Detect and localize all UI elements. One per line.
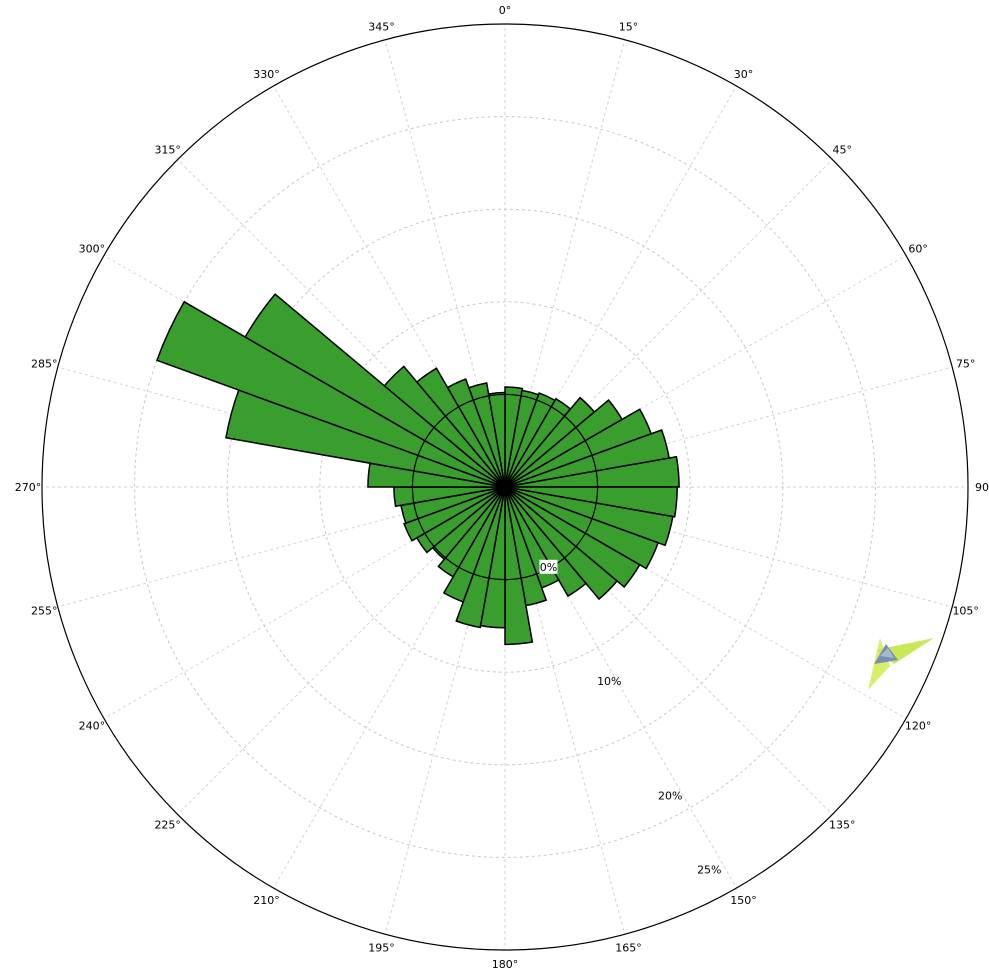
grid-spoke — [504, 486, 907, 719]
direction-label: 210° — [253, 894, 280, 907]
ring-label: 10% — [597, 675, 621, 688]
grid-ring — [134, 116, 876, 858]
grid-spoke — [273, 486, 506, 889]
grid-spoke — [504, 486, 626, 935]
direction-label: 120° — [905, 720, 932, 733]
ring-label: 0% — [540, 561, 557, 574]
direction-label: 60° — [908, 243, 928, 256]
direction-label: 300° — [79, 243, 106, 256]
polar-grid — [42, 24, 968, 950]
direction-label: 150° — [730, 894, 757, 907]
grid-spoke — [273, 85, 506, 488]
direction-label: 315° — [154, 144, 181, 157]
direction-label: 195° — [368, 942, 395, 955]
ring-labels: 0% 10% 20% 25% — [539, 559, 722, 876]
direction-label: 225° — [154, 818, 181, 831]
grid-spoke — [384, 39, 506, 488]
direction-label: 255° — [31, 605, 58, 618]
rose-petals — [155, 293, 680, 646]
grid-spoke — [57, 366, 506, 488]
rose-petal — [403, 486, 506, 542]
rose-petal — [446, 378, 506, 488]
rose-petal — [415, 367, 506, 488]
grid-spoke — [504, 486, 737, 889]
chart-frame-circle — [41, 23, 969, 951]
grid-spoke — [103, 255, 506, 488]
direction-label: 135° — [829, 818, 856, 831]
grid-spoke — [504, 85, 737, 488]
grid-spoke — [384, 486, 506, 935]
grid-spoke — [504, 159, 833, 488]
rose-petal — [504, 486, 641, 589]
rose-petal — [442, 486, 506, 603]
direction-label: 330° — [253, 68, 280, 81]
direction-label: 240° — [79, 720, 106, 733]
ring-label: 20% — [658, 790, 682, 803]
rose-petal — [155, 300, 506, 488]
rose-petal — [244, 293, 506, 488]
direction-label: 0° — [499, 4, 512, 17]
direction-label: 105° — [952, 605, 979, 618]
grid-ring — [319, 301, 691, 673]
ring-label: 25% — [697, 863, 721, 876]
grid-spoke — [504, 486, 833, 815]
arrow-logo — [868, 638, 934, 690]
direction-label: 75° — [956, 358, 976, 371]
grid-spoke — [504, 39, 626, 488]
grid-spoke — [504, 486, 953, 608]
direction-label: 30° — [734, 68, 754, 81]
direction-label: 345° — [368, 20, 395, 33]
grid-spoke — [177, 486, 506, 815]
inner-reference-ring — [411, 393, 599, 581]
grid-spoke — [177, 159, 506, 488]
direction-label: 180° — [492, 958, 519, 971]
rose-petal — [504, 486, 619, 601]
direction-label: 270° — [15, 481, 42, 494]
direction-label: 90 — [975, 481, 989, 494]
rose-petal — [437, 486, 506, 578]
grid-spoke — [103, 486, 506, 719]
direction-label: 45° — [833, 144, 853, 157]
rose-petal — [467, 382, 506, 488]
rose-petal — [487, 391, 506, 488]
ring-label-background — [539, 559, 558, 574]
direction-label: 15° — [619, 20, 639, 33]
direction-labels: 0° 15° 30° 45° 60° 75° 90 105° 120° 135° 150° 165° 1… — [15, 4, 989, 971]
direction-label: 165° — [615, 942, 642, 955]
rose-petal — [383, 365, 506, 488]
grid-spoke — [57, 486, 506, 608]
rose-petal — [504, 486, 534, 646]
direction-label: 285° — [31, 358, 58, 371]
grid-spoke — [504, 255, 907, 488]
grid-spoke — [504, 366, 953, 488]
rose-petal — [504, 486, 588, 598]
rose-petal — [504, 455, 680, 488]
rose-petal — [504, 486, 660, 570]
